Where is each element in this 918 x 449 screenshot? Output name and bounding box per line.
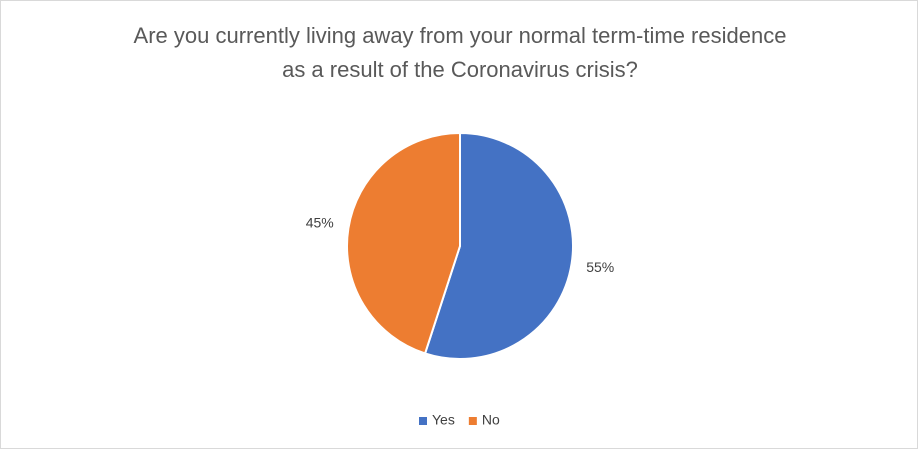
chart-title: Are you currently living away from your …: [133, 23, 787, 82]
legend-swatch: [419, 417, 427, 425]
pie-slice: [346, 131, 461, 355]
legend-swatch: [468, 417, 477, 425]
pie-slice: [423, 131, 574, 360]
legend-label: Yes: [432, 412, 455, 428]
legend-label: No: [482, 412, 500, 428]
data-label: 55%: [586, 259, 614, 275]
data-label: 45%: [306, 214, 334, 230]
